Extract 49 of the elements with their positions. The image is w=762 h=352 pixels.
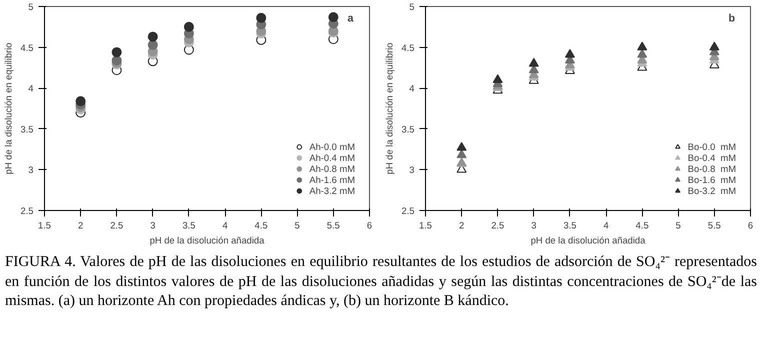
legend-label: Ah-3.2 mM bbox=[309, 185, 355, 196]
y-tick-label: 4.5 bbox=[20, 42, 34, 53]
x-tick-label: 5 bbox=[294, 220, 300, 230]
y-tick-label: 2.5 bbox=[402, 206, 414, 216]
legend-label: Ah-1.6 mM bbox=[309, 174, 355, 185]
x-tick-label: 1.5 bbox=[38, 220, 51, 230]
annotation: b bbox=[728, 12, 736, 24]
x-tick-label: 5.5 bbox=[708, 220, 721, 230]
annotation: a bbox=[348, 12, 354, 24]
y-tick-label: 3.5 bbox=[20, 124, 34, 134]
y-tick-label: 3 bbox=[28, 165, 34, 176]
x-tick-label: 5 bbox=[676, 220, 681, 230]
y-tick-label: 3 bbox=[409, 165, 415, 176]
legend-label: Bo-0.8 mM bbox=[688, 163, 736, 174]
legend-label: Bo-3.2 mM bbox=[688, 185, 736, 196]
legend-label: Ah-0.4 mM bbox=[309, 152, 355, 163]
y-tick-label: 4.5 bbox=[402, 42, 414, 53]
x-tick-label: 3.5 bbox=[182, 220, 196, 230]
x-tick-label: 4 bbox=[222, 220, 228, 230]
y-tick-label: 5 bbox=[28, 2, 34, 12]
x-tick-label: 3 bbox=[531, 220, 536, 230]
x-tick-label: 5.5 bbox=[326, 220, 340, 230]
y-tick-label: 2.5 bbox=[20, 206, 34, 216]
x-tick-label: 2.5 bbox=[110, 220, 124, 230]
y-tick-label: 5 bbox=[409, 2, 415, 12]
x-tick-label: 2.5 bbox=[491, 220, 504, 230]
text: FIGURA 4. Valores de pH de las disoluciones en equilibrio resultantes de los estudios de adsorción de SO₄²⁻ representados en función de los distintos valores de pH de las disoluciones añadidas y según las distintas concentraciones de SO₄²⁻de las mismas. (a) un horizonte Ah con propiedades ándicas y, (b) un horizonte B kándico. bbox=[5, 253, 757, 311]
x-tick-label: 6 bbox=[748, 220, 754, 230]
legend-label: Ah-0.0 mM bbox=[309, 141, 355, 152]
y-axis-title: pH de la disolución en equilibrio bbox=[384, 42, 395, 174]
x-tick-label: 2 bbox=[78, 220, 84, 230]
y-tick-label: 4 bbox=[28, 84, 34, 94]
x-tick-label: 6 bbox=[366, 220, 372, 230]
x-axis-title: pH de la disolución añadida bbox=[530, 236, 646, 246]
x-tick-label: 3 bbox=[150, 220, 156, 230]
x-axis-title: pH de la disolución añadida bbox=[150, 236, 266, 246]
x-tick-label: 4 bbox=[603, 220, 609, 230]
legend-label: Bo-0.0 mM bbox=[688, 141, 736, 152]
x-tick-label: 2 bbox=[459, 220, 464, 230]
y-axis-title: pH de la disolución en equilibrio bbox=[4, 42, 14, 174]
x-tick-label: 1.5 bbox=[419, 220, 432, 230]
legend-label: Bo-0.4 mM bbox=[688, 152, 736, 163]
y-tick-label: 4 bbox=[409, 84, 415, 94]
x-tick-label: 4.5 bbox=[636, 220, 649, 230]
y-tick-label: 3.5 bbox=[402, 124, 414, 134]
x-tick-label: 4.5 bbox=[254, 220, 268, 230]
legend-label: Ah-0.8 mM bbox=[309, 163, 355, 174]
x-tick-label: 3.5 bbox=[563, 220, 576, 230]
legend-label: Bo-1.6 mM bbox=[688, 174, 736, 185]
